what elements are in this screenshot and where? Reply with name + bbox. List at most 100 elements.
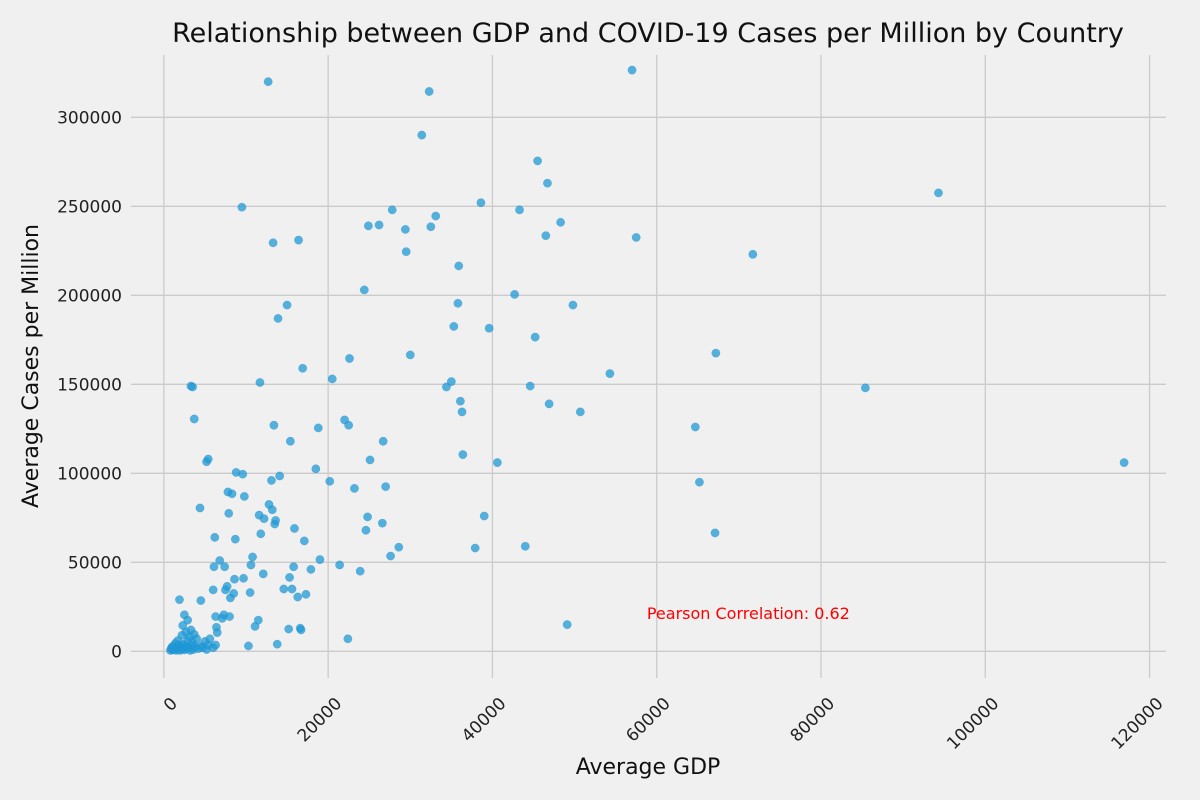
data-point (210, 532, 220, 542)
data-point (212, 628, 222, 638)
data-point (269, 420, 279, 430)
data-point (361, 525, 371, 535)
data-point (417, 130, 427, 140)
data-point (355, 566, 365, 576)
data-point (208, 585, 218, 595)
data-point (211, 640, 221, 650)
data-point (239, 491, 249, 501)
data-point (568, 300, 578, 310)
data-point (229, 589, 239, 598)
data-point (541, 231, 551, 241)
data-point (365, 455, 375, 465)
data-point (748, 249, 758, 259)
data-point (530, 332, 540, 342)
x-axis-label: Average GDP (576, 755, 721, 780)
data-point (359, 285, 369, 295)
data-point (271, 516, 281, 525)
data-point (205, 634, 215, 644)
y-tick-labels: 0 50000 100000 150000 200000 250000 300000 (57, 108, 122, 662)
data-point (290, 524, 299, 533)
data-point (1119, 458, 1129, 468)
correlation-annotation: Pearson Correlation: 0.62 (647, 604, 850, 623)
data-point (349, 483, 359, 493)
data-point (386, 551, 396, 561)
data-point (230, 534, 240, 544)
data-point (426, 222, 436, 232)
data-point (178, 621, 188, 630)
data-point (631, 233, 641, 242)
data-point (275, 471, 285, 481)
data-point (189, 414, 199, 424)
data-point (449, 322, 459, 331)
data-point (934, 188, 943, 198)
data-point (315, 555, 325, 565)
data-point (285, 436, 295, 446)
data-point (711, 348, 721, 358)
data-point (284, 624, 294, 634)
data-point (220, 562, 230, 572)
data-point (238, 469, 248, 479)
data-point (301, 589, 311, 599)
data-point (405, 350, 415, 360)
data-point (259, 514, 269, 524)
data-point (239, 573, 248, 583)
data-point (311, 464, 321, 474)
data-point (327, 374, 337, 384)
data-point (195, 503, 205, 513)
data-point (387, 205, 397, 215)
data-point (293, 592, 303, 602)
y-tick-label: 250000 (57, 197, 122, 217)
data-point (282, 300, 292, 310)
data-points (165, 65, 1129, 655)
data-point (457, 407, 467, 417)
data-point (267, 475, 276, 485)
data-point (192, 634, 202, 644)
data-point (470, 543, 480, 553)
data-point (690, 422, 700, 432)
data-point (605, 369, 615, 379)
data-point (227, 489, 237, 499)
data-point (533, 156, 543, 166)
data-point (222, 581, 232, 591)
data-point (287, 584, 297, 594)
data-point (245, 588, 255, 598)
data-point (377, 518, 387, 528)
data-point (454, 261, 464, 271)
data-point (860, 383, 870, 393)
data-point (446, 377, 456, 387)
data-point (296, 625, 306, 635)
data-point (344, 420, 354, 430)
y-tick-label: 150000 (57, 375, 122, 395)
data-point (525, 381, 535, 391)
data-point (484, 323, 494, 333)
data-point (289, 562, 299, 572)
data-point (325, 476, 335, 486)
data-point (335, 560, 345, 570)
data-point (520, 541, 530, 551)
data-point (175, 595, 184, 605)
data-point (441, 382, 451, 392)
data-point (562, 620, 572, 630)
data-point (248, 552, 258, 562)
data-point (543, 178, 552, 188)
data-point (394, 542, 404, 552)
y-axis-label: Average Cases per Million (19, 224, 44, 508)
data-point (431, 211, 441, 221)
data-point (343, 634, 353, 644)
y-tick-label: 300000 (57, 108, 122, 128)
data-point (424, 87, 434, 96)
data-point (209, 562, 219, 572)
data-point (544, 399, 554, 409)
data-point (401, 247, 411, 257)
data-point (479, 511, 489, 521)
data-point (556, 217, 566, 227)
grid-lines (131, 55, 1166, 678)
data-point (253, 615, 263, 625)
data-point (246, 560, 256, 570)
data-point (224, 508, 234, 518)
data-point (272, 639, 282, 649)
data-point (285, 572, 294, 582)
data-point (455, 396, 465, 406)
